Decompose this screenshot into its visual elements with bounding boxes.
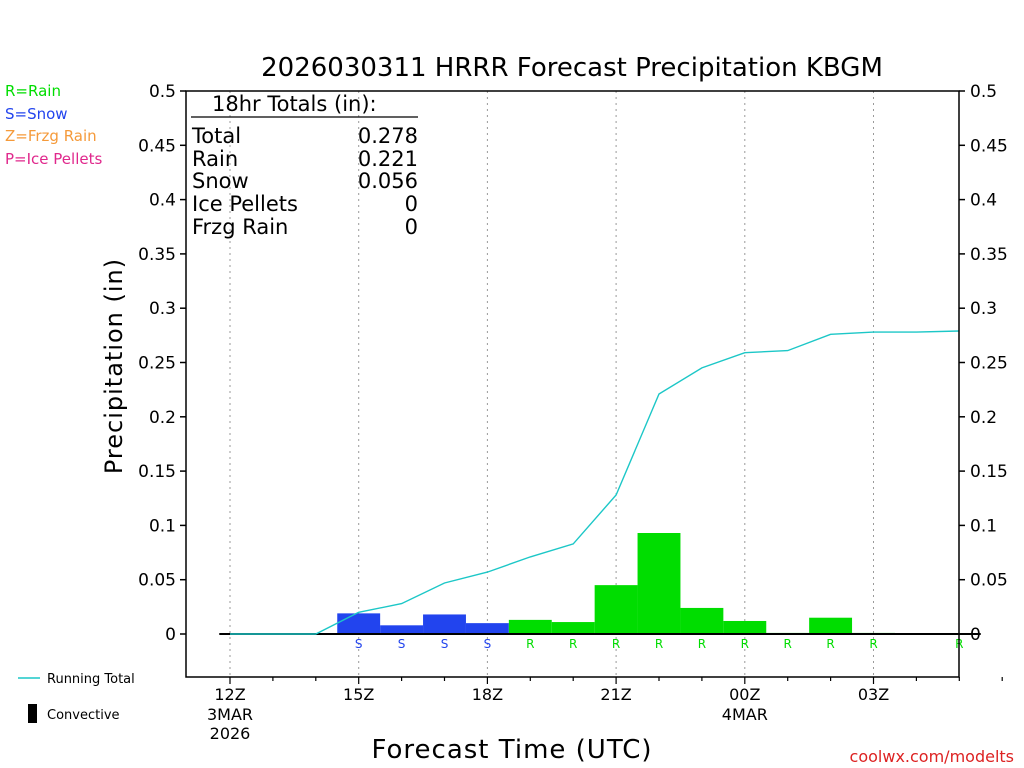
ptype-label: R <box>612 637 620 651</box>
snow-bar <box>465 623 509 634</box>
ptype-label: S <box>355 637 363 651</box>
x-tick-label: 21Z <box>600 685 631 704</box>
ptype-label: R <box>569 637 577 651</box>
x-tick-label: 18Z <box>472 685 503 704</box>
ptype-label: R <box>741 637 749 651</box>
chart-title: 2026030311 HRRR Forecast Precipitation K… <box>261 53 883 83</box>
totals-value: 0 <box>405 215 418 239</box>
ptype-label: S <box>441 637 449 651</box>
ptype-legend: R=Rain S=Snow Z=Frzg Rain P=Ice Pellets <box>5 82 102 168</box>
totals-heading: 18hr Totals (in): <box>212 92 377 116</box>
rain-bar <box>508 619 552 634</box>
y-tick-label-right: 0.25 <box>970 354 1008 374</box>
totals-box: 18hr Totals (in): Total 0.278 Rain 0.221… <box>191 92 418 239</box>
rain-bar <box>594 585 638 634</box>
y-tick-label: 0 <box>165 625 176 645</box>
x-axis-label: Forecast Time (UTC) <box>371 735 652 765</box>
y-tick-label: 0.1 <box>149 516 176 536</box>
snow-bar <box>423 614 466 634</box>
y-tick-label-right: 0.15 <box>970 462 1008 482</box>
ptype-label: R <box>784 637 792 651</box>
y-tick-label: 0.5 <box>149 82 176 102</box>
x-tick-sublabel: 4MAR <box>722 705 768 724</box>
y-tick-label: 0.3 <box>149 299 176 319</box>
rain-bar <box>680 607 724 634</box>
legend-rain: R=Rain <box>5 82 61 100</box>
legend-running-total: Running Total <box>47 672 135 687</box>
bars <box>337 533 895 634</box>
y-tick-label-right: 0.1 <box>970 516 997 536</box>
rain-bar <box>809 617 853 634</box>
ptype-label: R <box>526 637 534 651</box>
snow-bar <box>380 625 424 634</box>
totals-label: Rain <box>192 147 238 171</box>
y-tick-label: 0.35 <box>138 245 176 265</box>
y-tick-label-right: 0.2 <box>970 408 997 428</box>
y-tick-label: 0.2 <box>149 408 176 428</box>
ptype-label: R <box>826 637 834 651</box>
y-tick-label-right: 0.4 <box>970 191 997 211</box>
y-tick-label-right: 0.3 <box>970 299 997 319</box>
ptype-label: R <box>655 637 663 651</box>
legend-ice-pellets: P=Ice Pellets <box>5 150 102 168</box>
x-tick-sublabel: 2026 <box>210 724 251 743</box>
y-tick-label: 0.25 <box>138 354 176 374</box>
plot-frame <box>185 90 960 678</box>
y-axis-left: 0 0.05 0.1 0.15 0.2 0.25 0.3 0.35 0.4 0.45 0.5 <box>138 82 186 645</box>
y-tick-label: 0.05 <box>138 571 176 591</box>
x-tick-label: 12Z <box>214 685 245 704</box>
legend-frzg-rain: Z=Frzg Rain <box>5 127 97 145</box>
gridlines <box>229 91 874 677</box>
x-tick-sublabel: 3MAR <box>207 705 253 724</box>
rain-bar <box>723 620 767 634</box>
ptype-label: R <box>698 637 706 651</box>
y-tick-label: 0.15 <box>138 462 176 482</box>
totals-value: 0.221 <box>358 147 418 171</box>
snow-bar <box>337 613 381 634</box>
y-tick-label: 0.4 <box>149 191 176 211</box>
series-legend: Running Total Convective <box>18 672 135 723</box>
ptype-label: S <box>484 637 492 651</box>
y-axis-right: 0 0.05 0.1 0.15 0.2 0.25 0.3 0.35 0.4 0.45 0.5 <box>959 82 1008 645</box>
y-tick-label-right: 0 <box>970 625 981 645</box>
y-tick-label-right: 0.45 <box>970 136 1008 156</box>
y-tick-label-right: 0.35 <box>970 245 1008 265</box>
x-tick-label: 15Z <box>343 685 374 704</box>
running-total-line <box>230 330 960 635</box>
x-tick-label: 00Z <box>729 685 760 704</box>
totals-label: Snow <box>192 169 249 193</box>
totals-value: 0 <box>405 192 418 216</box>
totals-value: 0.278 <box>358 124 418 148</box>
y-tick-label-right: 0.5 <box>970 82 997 102</box>
rain-bar <box>637 533 681 634</box>
ptype-label: R <box>869 637 877 651</box>
totals-value: 0.056 <box>358 169 418 193</box>
totals-label: Ice Pellets <box>192 192 298 216</box>
x-tick-label: 03Z <box>858 685 889 704</box>
ptype-label: S <box>398 637 406 651</box>
y-tick-label: 0.45 <box>138 136 176 156</box>
y-axis-label: Precipitation (in) <box>100 258 128 474</box>
totals-label: Frzg Rain <box>192 215 288 239</box>
credit-text: coolwx.com/modelts <box>850 747 1014 766</box>
totals-label: Total <box>191 124 241 148</box>
legend-snow: S=Snow <box>5 105 68 123</box>
convective-swatch <box>28 704 37 723</box>
rain-bar <box>551 622 595 634</box>
y-tick-label-right: 0.05 <box>970 571 1008 591</box>
legend-convective: Convective <box>47 708 120 723</box>
